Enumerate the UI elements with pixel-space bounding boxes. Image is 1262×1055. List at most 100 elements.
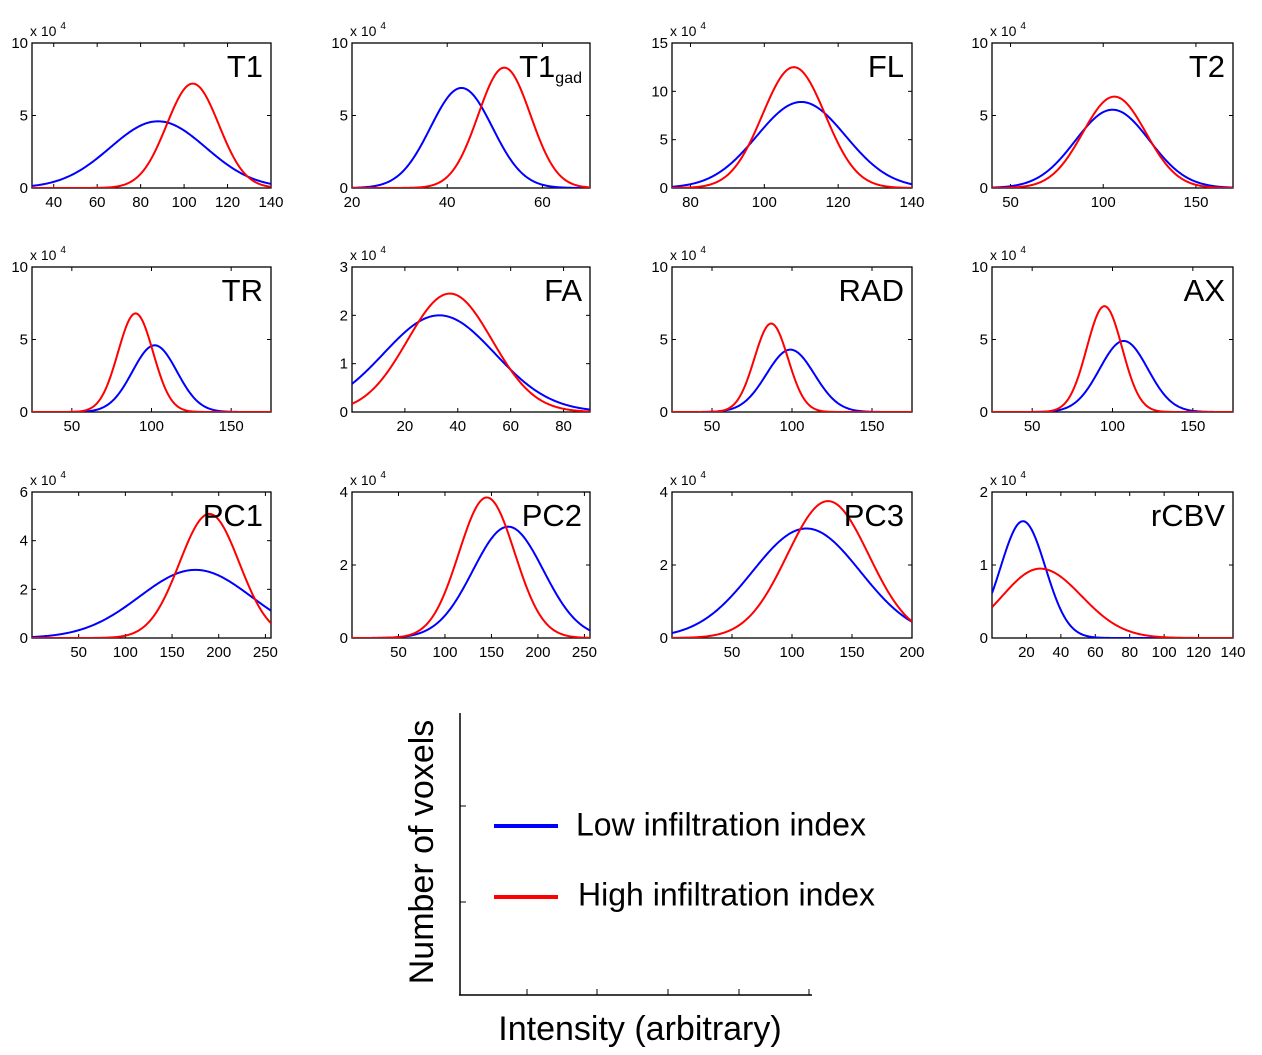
x-tick-label: 50: [724, 644, 741, 661]
y-tick-label: 4: [340, 484, 348, 501]
x-tick-label: 140: [258, 194, 283, 211]
y-tick-label: 0: [660, 180, 668, 197]
axis-exponent-label: x 10 4: [990, 21, 1026, 39]
series-line-high: [992, 567, 1233, 638]
x-tick-label: 250: [572, 644, 597, 661]
series-line-high: [352, 292, 590, 412]
series-line-low: [32, 568, 271, 638]
y-tick-label: 5: [660, 332, 668, 349]
panel-title: PC3: [844, 498, 904, 533]
axis-exponent-label: x 10 4: [350, 470, 386, 488]
y-tick-label: 0: [660, 404, 668, 421]
y-tick-label: 0: [980, 404, 988, 421]
y-tick-label: 2: [660, 557, 668, 574]
x-tick-label: 60: [1087, 644, 1104, 661]
x-tick-label: 100: [1152, 644, 1177, 661]
x-tick-label: 100: [779, 418, 804, 435]
x-tick-label: 20: [397, 418, 414, 435]
y-tick-label: 4: [20, 533, 28, 550]
x-tick-label: 40: [439, 194, 456, 211]
chart-panel-0: 40 60 80 100 120 140 0 5 10x 10 4 T1: [11, 21, 283, 211]
panel-title: T1gad: [519, 49, 582, 87]
x-tick-label: 100: [172, 194, 197, 211]
legend-low-label: Low infiltration index: [576, 806, 866, 842]
panel-title: RAD: [839, 273, 904, 308]
series-line-high: [672, 322, 912, 412]
chart-panel-4: 50 100 150 0 5 10x 10 4 TR: [11, 245, 272, 435]
y-tick-label: 0: [340, 630, 348, 647]
x-tick-label: 50: [1024, 418, 1041, 435]
axis-exponent-label: x 10 4: [350, 21, 386, 39]
x-tick-label: 100: [139, 418, 164, 435]
x-tick-label: 60: [89, 194, 106, 211]
x-tick-label: 50: [1002, 194, 1019, 211]
plot-frame: [671, 42, 913, 189]
series-line-low: [992, 339, 1233, 412]
chart-panel-7: 50 100 150 0 5 10x 10 4 AX: [971, 245, 1234, 435]
x-tick-label: 120: [826, 194, 851, 211]
y-tick-label: 1: [980, 557, 988, 574]
x-tick-label: 120: [1186, 644, 1211, 661]
x-tick-label: 40: [1053, 644, 1070, 661]
x-tick-label: 150: [479, 644, 504, 661]
x-tick-label: 60: [534, 194, 551, 211]
series-line-high: [672, 500, 912, 638]
x-tick-label: 50: [704, 418, 721, 435]
y-tick-label: 5: [660, 132, 668, 149]
x-tick-label: 100: [113, 644, 138, 661]
x-tick-label: 80: [682, 194, 699, 211]
series-line-low: [992, 520, 1233, 638]
y-tick-label: 15: [651, 35, 668, 52]
x-tick-label: 60: [502, 418, 519, 435]
series-line-high: [992, 305, 1233, 412]
y-tick-label: 0: [980, 630, 988, 647]
legend-x-axis-title: Intensity (arbitrary): [498, 1010, 781, 1048]
y-tick-label: 0: [980, 180, 988, 197]
x-tick-label: 100: [752, 194, 777, 211]
y-tick-label: 2: [340, 307, 348, 324]
series-line-high: [352, 66, 590, 188]
x-tick-label: 140: [1220, 644, 1245, 661]
y-tick-label: 10: [331, 35, 348, 52]
series-line-low: [672, 348, 912, 412]
axis-exponent-label: x 10 4: [30, 245, 66, 263]
chart-panel-8: 50 100 150 200 250 0 2 4 6x 10 4 PC1: [20, 470, 278, 661]
x-tick-label: 20: [1018, 644, 1035, 661]
axis-exponent-label: x 10 4: [990, 470, 1026, 488]
chart-panel-6: 50 100 150 0 5 10x 10 4 RAD: [651, 245, 913, 435]
series-line-low: [32, 344, 271, 412]
series-line-low: [352, 525, 590, 638]
y-tick-label: 5: [980, 332, 988, 349]
series-line-high: [672, 66, 912, 188]
x-tick-label: 200: [206, 644, 231, 661]
panel-title: FL: [868, 49, 904, 84]
x-tick-label: 20: [344, 194, 361, 211]
x-tick-label: 80: [132, 194, 149, 211]
x-tick-label: 250: [253, 644, 278, 661]
series-line-high: [992, 95, 1233, 188]
series-line-low: [672, 100, 912, 188]
y-tick-label: 10: [971, 259, 988, 276]
panel-title: T2: [1189, 49, 1225, 84]
y-tick-label: 2: [340, 557, 348, 574]
plot-frame: [31, 491, 272, 639]
chart-panel-1: 20 40 60 0 5 10x 10 4 T1gad: [331, 21, 591, 211]
x-tick-label: 50: [70, 644, 87, 661]
series-line-low: [32, 120, 271, 187]
y-tick-label: 10: [651, 259, 668, 276]
y-tick-label: 5: [980, 108, 988, 125]
panel-title: AX: [1184, 273, 1226, 308]
x-tick-label: 150: [1180, 418, 1205, 435]
axis-exponent-label: x 10 4: [30, 21, 66, 39]
panel-title: TR: [222, 273, 263, 308]
y-tick-label: 0: [20, 630, 28, 647]
series-line-low: [352, 314, 590, 411]
y-tick-label: 5: [20, 108, 28, 125]
chart-panel-10: 50 100 150 200 0 2 4x 10 4 PC3: [660, 470, 925, 661]
legend-schematic: Low infiltration index High infiltration…: [403, 713, 875, 1048]
series-line-low: [992, 108, 1233, 188]
series-line-high: [32, 82, 271, 188]
panel-title: FA: [544, 273, 582, 308]
y-tick-label: 10: [11, 259, 28, 276]
